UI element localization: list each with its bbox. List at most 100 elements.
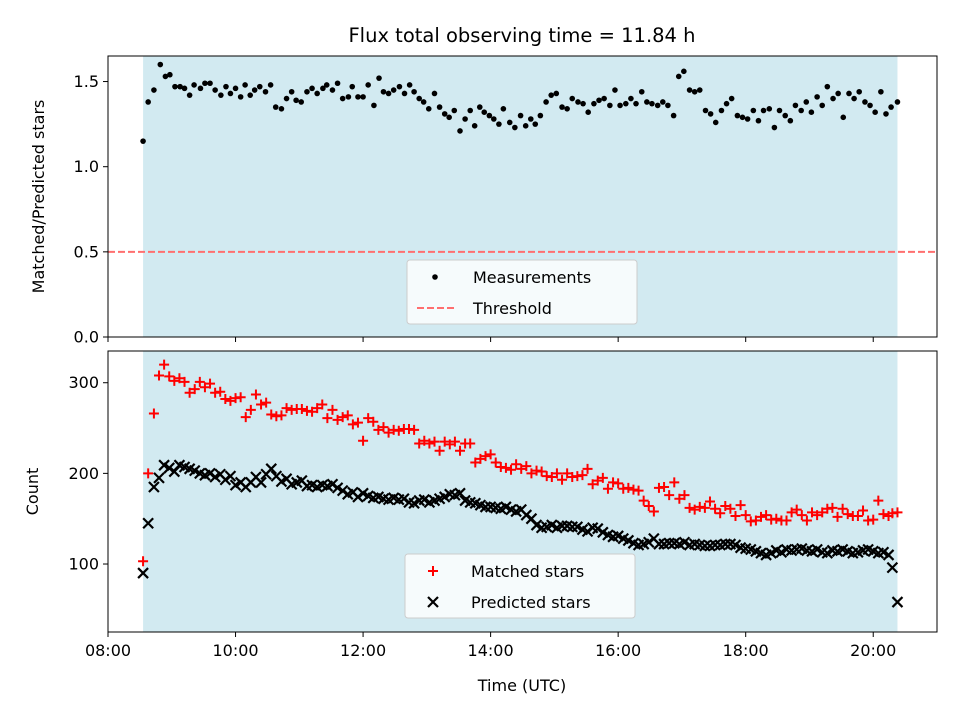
measurement-point (320, 85, 326, 92)
measurement-point (360, 94, 366, 100)
x-tick-label: 16:00 (595, 641, 641, 660)
y-tick-label: 0.5 (74, 242, 99, 261)
measurement-point (227, 90, 234, 97)
matched-stars-point (199, 382, 210, 393)
measurement-point (537, 112, 544, 119)
matched-stars-point (546, 471, 557, 482)
matched-stars-point (154, 370, 165, 381)
measurement-point (365, 82, 371, 88)
measurement-point (527, 116, 534, 122)
measurement-point (585, 109, 591, 115)
matched-stars-point (240, 412, 251, 423)
measurement-point (441, 111, 448, 117)
matched-stars-point (189, 384, 200, 395)
measurement-point (177, 83, 183, 90)
matched-stars-point (342, 410, 353, 421)
measurement-point (659, 99, 666, 105)
matched-stars-point (409, 424, 420, 435)
matched-stars-point (592, 475, 603, 486)
measurement-point (888, 104, 894, 110)
measurement-point (371, 102, 377, 109)
measurement-point (506, 119, 513, 126)
matched-stars-point (613, 478, 624, 489)
matched-stars-point (679, 490, 690, 501)
matched-stars-point (500, 462, 511, 473)
measurement-point (140, 138, 146, 144)
measurement-point (232, 85, 239, 92)
measurement-point (267, 82, 274, 88)
matched-stars-point (771, 513, 782, 524)
matched-stars-point (648, 506, 659, 517)
matched-stars-point (143, 468, 154, 479)
matched-stars-point (827, 502, 838, 513)
measurement-point (436, 104, 443, 110)
measurement-point (349, 83, 356, 90)
matched-stars-point (352, 417, 363, 428)
predicted-stars-point (137, 567, 149, 579)
matched-stars-point (215, 386, 226, 397)
y-axis-title: Count (23, 468, 42, 516)
matched-stars-point (643, 501, 654, 512)
x-tick-label: 18:00 (723, 641, 769, 660)
matched-stars-point (562, 468, 573, 479)
measurement-point (298, 99, 305, 105)
predicted-stars-point (566, 521, 579, 533)
measurement-point (691, 88, 698, 95)
matched-stars-point (205, 378, 216, 389)
legend-predicted-icon (427, 596, 439, 608)
panel-counts: 100 200 300 08:00 10:00 12:00 14:00 16:00 18:00 2… (23, 350, 938, 660)
y-axis-title: Matched/Predicted stars (29, 100, 48, 294)
matched-stars-point (684, 502, 695, 513)
matched-stars-point (312, 403, 323, 414)
measurement-point (406, 82, 413, 88)
matched-stars-point (582, 463, 593, 474)
measurement-point (649, 100, 655, 107)
measurement-point (476, 104, 483, 110)
matched-stars-point (786, 507, 797, 518)
matched-stars-point (220, 394, 231, 405)
matched-stars-point (659, 481, 670, 492)
measurement-point (543, 99, 549, 105)
matched-stars-point (414, 438, 425, 449)
matched-stars-point (296, 404, 307, 415)
matched-stars-point (781, 515, 792, 526)
measurement-point (223, 83, 229, 90)
measurement-point (564, 105, 570, 112)
predicted-stars-point (265, 463, 278, 475)
matched-stars-point (383, 427, 394, 438)
predicted-stars-point (891, 596, 904, 608)
y-tick-label: 100 (68, 555, 99, 574)
measurement-point (202, 80, 208, 87)
measurement-point (760, 107, 767, 114)
measurement-point (633, 100, 639, 107)
measurement-point (334, 80, 341, 87)
matched-stars-point (475, 453, 486, 464)
measurement-point (675, 73, 682, 80)
matched-stars-point (159, 359, 170, 370)
y-tick-label: 0.0 (74, 328, 99, 347)
measurement-point (181, 85, 188, 92)
legend: Matched stars Predicted stars (404, 553, 636, 619)
measurement-point (575, 99, 581, 105)
measurement-point (314, 90, 320, 97)
matched-stars-point (725, 503, 736, 514)
matched-stars-point (873, 495, 884, 506)
panel-frame (107, 55, 938, 338)
matched-stars-point (633, 485, 644, 496)
measurement-point (808, 109, 815, 115)
measurement-point (431, 90, 438, 97)
measurement-point (872, 109, 878, 115)
measurement-point (712, 119, 719, 126)
measurement-point (451, 107, 458, 114)
measurement-point (819, 102, 826, 109)
matched-stars-point (235, 392, 246, 403)
matched-stars-point (444, 439, 455, 450)
measurement-point (207, 80, 213, 87)
legend-label: Measurements (473, 268, 591, 287)
predicted-stars-point (886, 561, 899, 574)
measurement-point (856, 88, 863, 95)
x-tick-label: 14:00 (468, 641, 514, 660)
measurement-point (894, 99, 901, 105)
matched-stars-point (837, 503, 848, 514)
measurement-point (288, 88, 295, 95)
